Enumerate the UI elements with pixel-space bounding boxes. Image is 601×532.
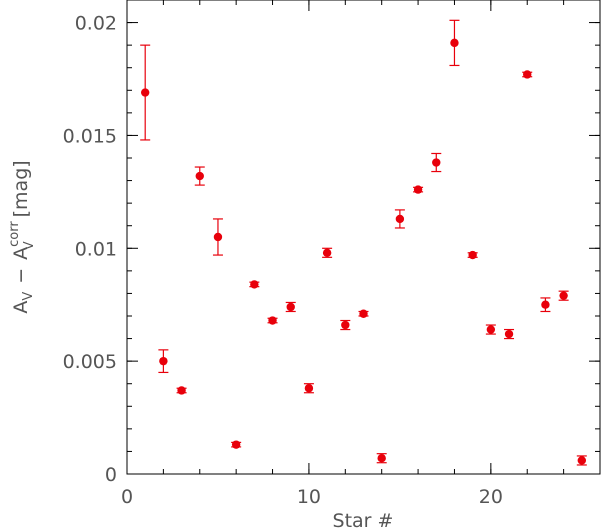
axis-ticks [126,0,601,475]
data-point [377,454,386,463]
data-point [322,248,332,257]
y-label-unit: [mag] [10,160,32,217]
tick-labels: 0 10 20 0 0.005 0.01 0.015 0.02 [63,13,503,508]
data-point [577,456,587,465]
data-point [268,316,277,325]
y-label-base: A [10,301,32,314]
x-tick-label: 0 [121,486,133,508]
data-point [486,325,496,334]
data-point [413,185,423,194]
y-axis-label: AV−AcorrV[mag] [7,160,37,313]
data-point [541,300,550,309]
y-label-sub2: V [22,241,37,250]
data-point [159,356,168,366]
y-label-base2: A [10,247,32,260]
y-tick-label: 0.015 [63,125,117,147]
data-point [213,232,223,242]
x-tick-label: 20 [479,486,503,508]
data-point [286,302,295,312]
y-tick-label: 0.02 [75,13,117,35]
data-point [231,440,241,449]
data-point [359,309,368,318]
data-point [468,250,477,260]
data-point [304,384,314,393]
svg-text:AV−AcorrV[mag]: AV−AcorrV[mag] [7,160,37,313]
data-point [523,70,532,79]
x-tick-label: 10 [297,486,321,508]
y-tick-label: 0.01 [75,238,117,260]
data-point [341,320,350,330]
data-point [559,291,568,300]
data-point [450,38,459,48]
data-point [432,158,441,167]
data-point [504,329,514,339]
data-point [250,280,259,289]
data-point [195,171,204,181]
error-bars [140,19,587,466]
y-label-sub1: V [21,292,36,301]
data-point [140,88,150,97]
x-axis-label: Star # [333,510,394,532]
data-point [177,386,186,395]
data-point [395,214,405,224]
y-tick-label: 0 [105,464,117,486]
data-points [140,38,587,465]
y-label-sup2: corr [7,221,22,247]
y-label-minus: − [10,268,32,284]
plot-frame [126,0,601,475]
y-tick-label: 0.005 [63,351,117,373]
